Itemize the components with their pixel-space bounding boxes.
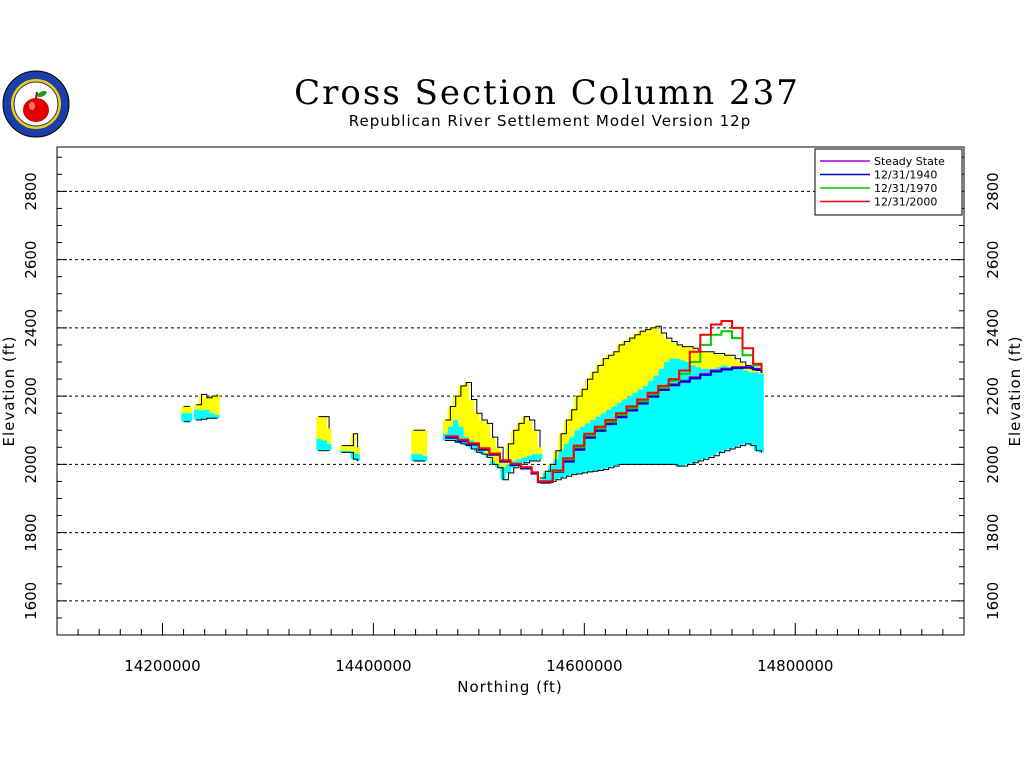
y-tick-label-right: 2200	[984, 377, 1002, 415]
series-line-12-31-2000	[445, 320, 763, 483]
land-surface-outline	[196, 393, 218, 406]
legend-label: Steady State	[874, 155, 945, 168]
aquifer-base-outline	[540, 443, 762, 484]
x-axis-label: Northing (ft)	[457, 678, 563, 696]
upper-layer-fill	[193, 394, 220, 415]
y-tick-label-right: 1800	[984, 514, 1002, 552]
y-tick-label-left: 1800	[22, 514, 40, 552]
legend-label: 12/31/2000	[874, 196, 937, 209]
x-tick-label: 14800000	[757, 657, 833, 675]
lower-layer-fill	[193, 409, 220, 420]
y-tick-label-left: 1600	[22, 582, 40, 620]
lower-layer-fill	[316, 438, 332, 451]
y-tick-label-left: 2400	[22, 309, 40, 347]
land-surface-outline	[318, 416, 330, 429]
x-tick-label: 14600000	[546, 657, 622, 675]
upper-layer-fill	[339, 433, 360, 455]
legend: Steady State12/31/194012/31/197012/31/20…	[814, 148, 963, 216]
y-axis-label-left: Elevation (ft)	[0, 335, 18, 446]
axis-ticks: 1600 1600 1800 1800 2000 2000 2200 2200 2400 2400…	[22, 156, 1002, 675]
y-tick-label-right: 2800	[984, 172, 1002, 210]
lower-layer-fill	[537, 358, 764, 484]
upper-layer-fill	[181, 406, 193, 414]
plot-frame	[56, 146, 965, 636]
series-lines	[445, 320, 763, 484]
y-axis-label-right: Elevation (ft)	[1006, 335, 1024, 446]
x-tick-label: 14200000	[124, 657, 200, 675]
lower-layer-fill	[181, 413, 193, 422]
upper-layer-fill	[442, 382, 543, 468]
legend-label: 12/31/1970	[874, 182, 937, 195]
land-surface-outline	[540, 325, 762, 479]
aquifer-base-outline	[341, 451, 359, 461]
series-line-12-31-1970	[537, 330, 763, 483]
legend-label: 12/31/1940	[874, 169, 937, 182]
lower-layer-fill	[339, 450, 360, 461]
agency-seal-logo	[2, 70, 70, 138]
layer-fills	[181, 325, 764, 484]
y-tick-label-left: 2800	[22, 172, 40, 210]
land-surface-outline	[341, 433, 359, 448]
y-tick-label-left: 2200	[22, 377, 40, 415]
upper-layer-fill	[537, 326, 764, 480]
chart-title: Cross Section Column 237	[294, 73, 800, 113]
aquifer-base-outline	[196, 417, 218, 421]
y-tick-label-right: 2600	[984, 241, 1002, 279]
y-tick-label-left: 2600	[22, 241, 40, 279]
legend-box	[814, 148, 963, 216]
legend-items: Steady State12/31/194012/31/197012/31/20…	[820, 155, 945, 209]
land-surface-outline	[445, 382, 541, 462]
y-tick-label-right: 2000	[984, 445, 1002, 483]
x-tick-label: 14400000	[335, 657, 411, 675]
upper-layer-fill	[316, 416, 332, 444]
lower-layer-fill	[411, 454, 428, 461]
y-tick-label-right: 1600	[984, 582, 1002, 620]
aquifer-base-outline	[445, 440, 541, 481]
y-tick-label-left: 2000	[22, 445, 40, 483]
y-tick-label-right: 2400	[984, 309, 1002, 347]
grid-lines	[57, 190, 964, 602]
upper-layer-fill	[411, 430, 428, 456]
chart-subtitle: Republican River Settlement Model Versio…	[349, 112, 751, 130]
